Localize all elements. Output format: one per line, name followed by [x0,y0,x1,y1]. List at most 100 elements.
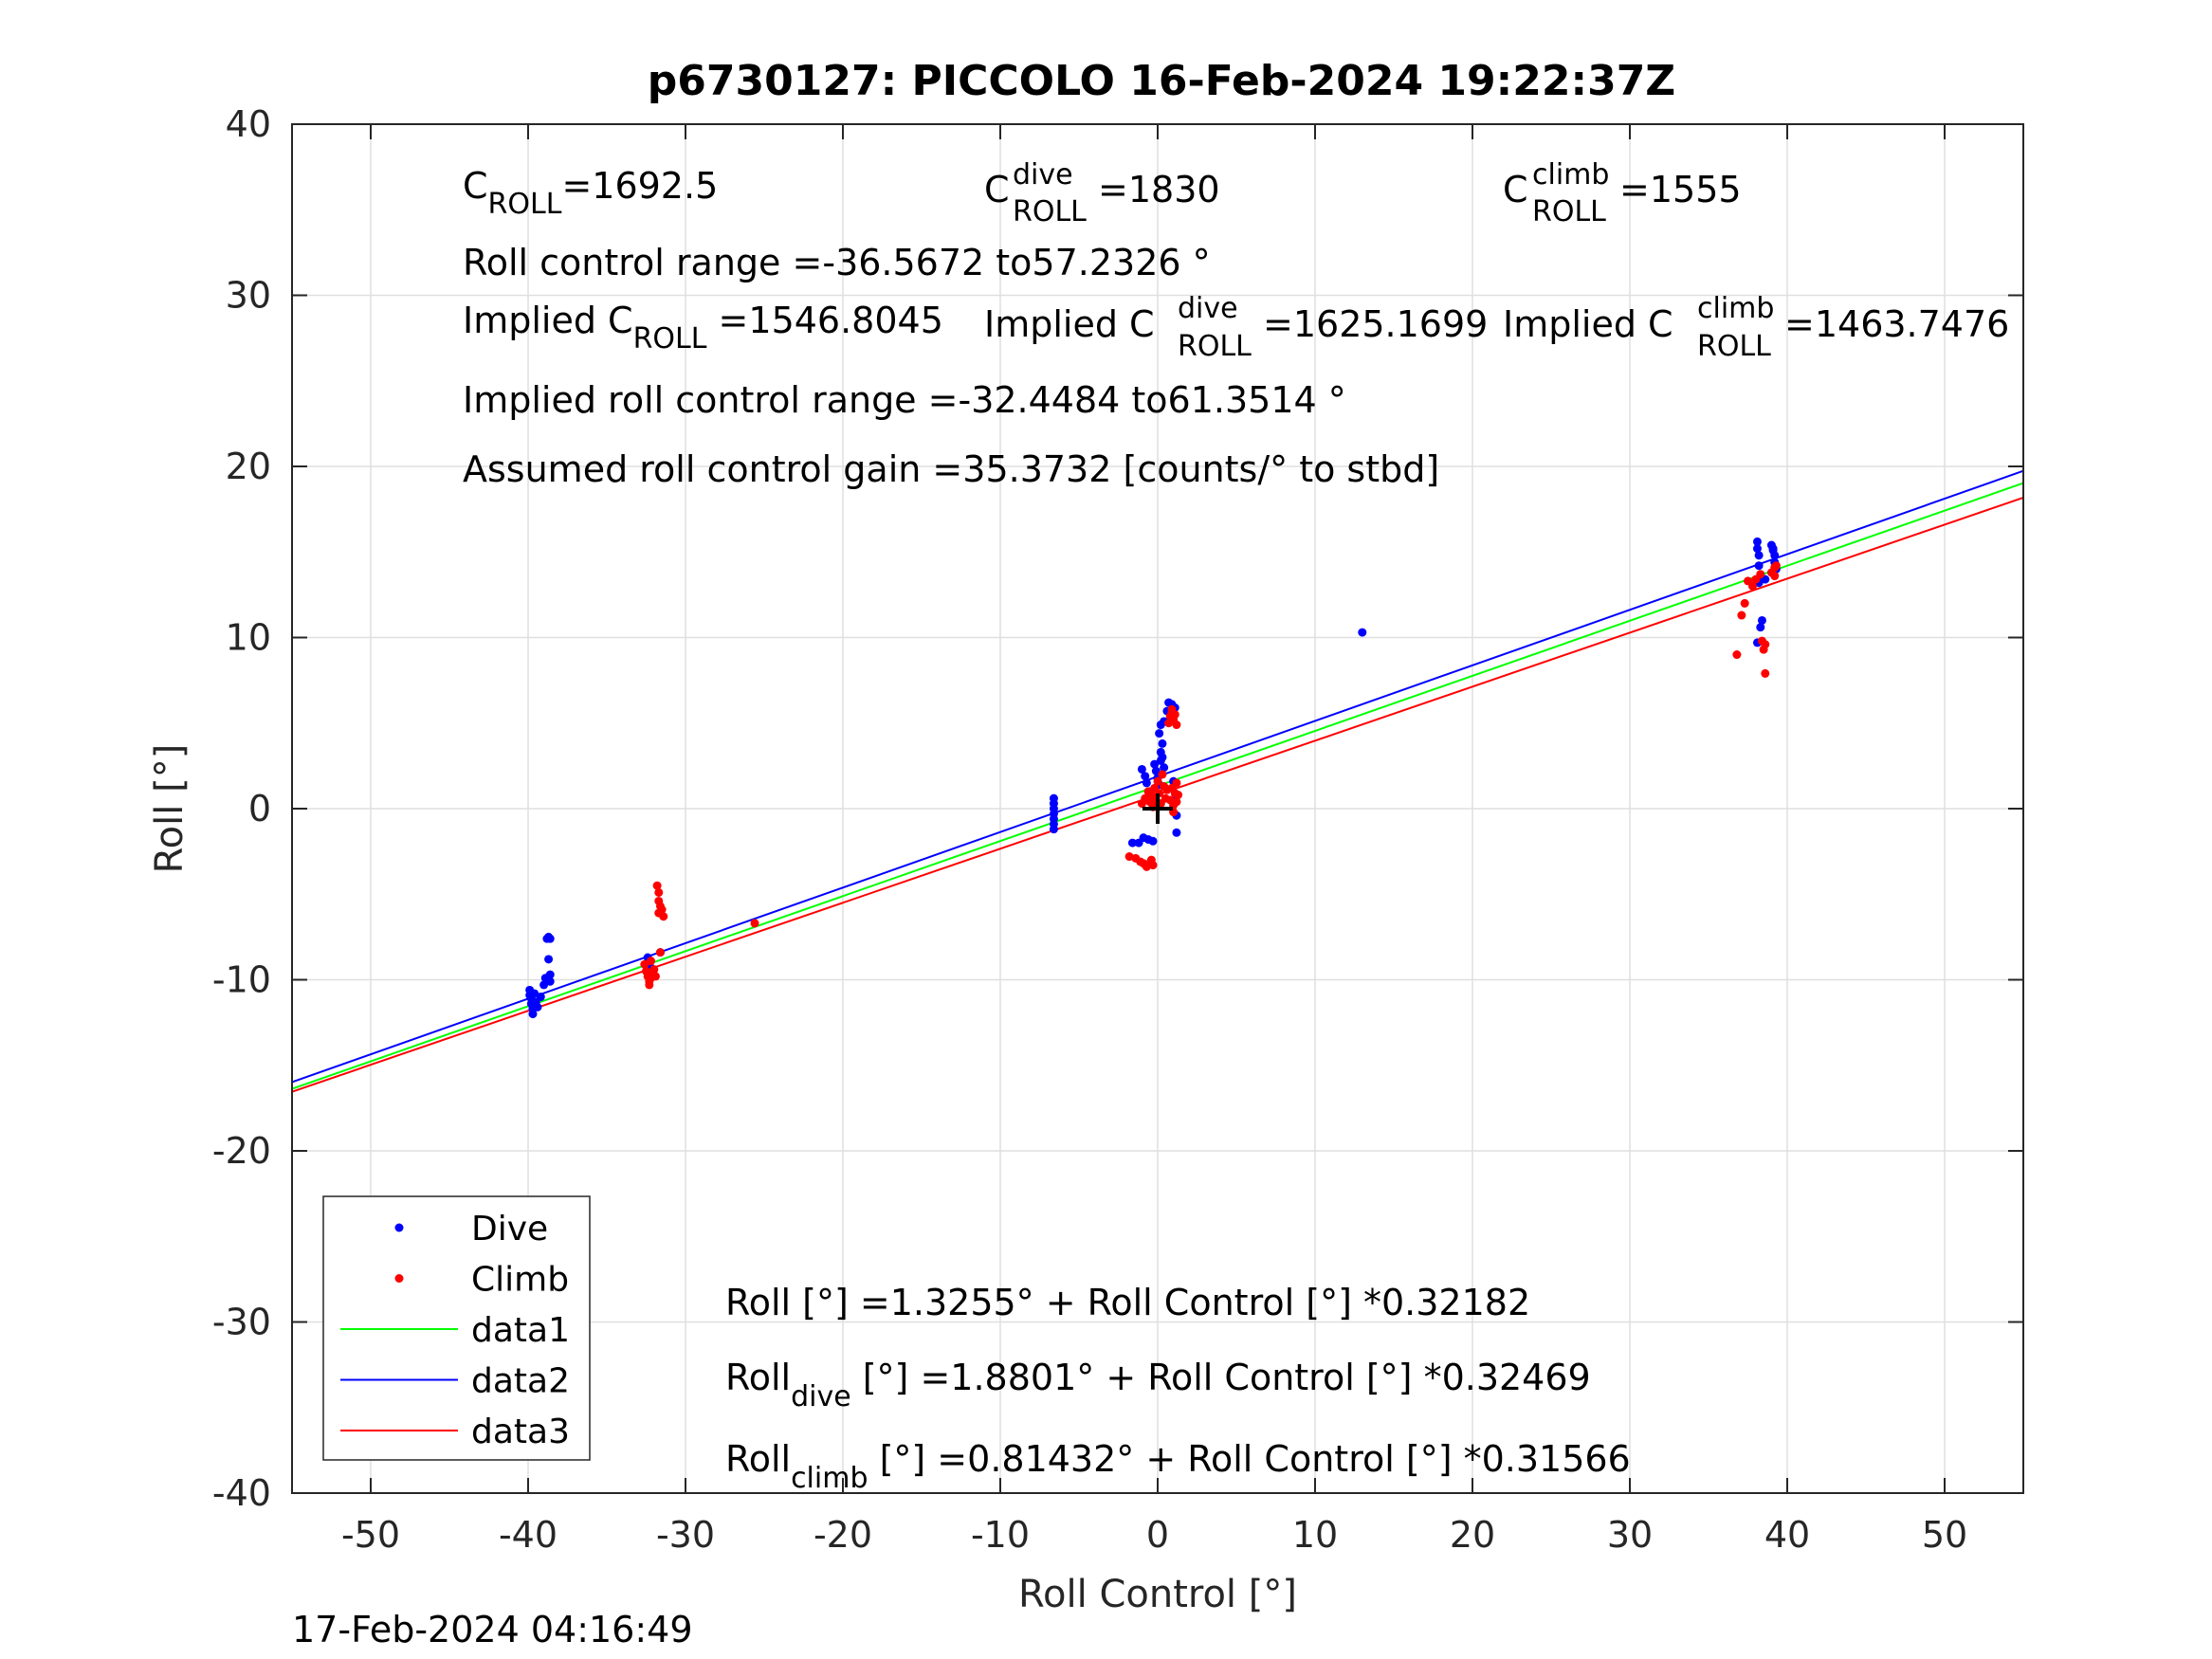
y-tick-label: 40 [226,103,271,145]
implied-c-roll-text: Implied CROLL =1546.8045 [463,300,943,356]
point-dive [1148,836,1158,846]
c-roll-climb-sub: ROLL [1532,195,1606,228]
y-tick-labels: -40 -30 -20 -10 0 10 20 30 40 [212,103,271,1514]
point-dive [1142,778,1151,788]
fit-climb-text: Rollclimb [°] =0.81432° + Roll Control [… [725,1438,1631,1495]
point-climb [654,908,664,918]
y-tick-label: 30 [226,275,271,317]
point-dive [545,934,555,943]
point-dive [528,1010,538,1019]
fit-climb-rest: [°] =0.81432° + Roll Control [°] *0.3156… [868,1438,1631,1480]
x-tick-label: -40 [499,1514,558,1556]
axis-ticks [292,123,2023,1494]
c-roll-main: C [463,165,488,207]
x-tick-label: -50 [341,1514,400,1556]
legend-label: Climb [471,1261,569,1300]
point-dive [545,970,555,979]
legend-label: data1 [471,1311,570,1350]
y-tick-label: -40 [212,1472,271,1514]
point-climb [649,965,659,975]
implied-c-roll-dive-sup: dive [1178,292,1238,325]
implied-c-roll-dive-main: Implied C [984,303,1155,345]
c-roll-climb-text: C [1503,169,1528,210]
point-climb [1167,704,1177,714]
point-climb [655,948,665,957]
point-dive [539,980,549,990]
implied-c-roll-main: Implied C [463,300,633,341]
c-roll-value: =1692.5 [561,165,718,207]
point-climb [1756,570,1765,579]
legend-label: data3 [471,1413,570,1451]
point-dive [536,993,545,1002]
point-dive [1150,759,1160,769]
x-tick-label: 20 [1450,1514,1495,1556]
point-dive [1768,544,1778,554]
legend-label: Dive [471,1210,548,1249]
point-climb [646,957,655,966]
point-dive [1049,825,1058,834]
x-tick-labels: -50 -40 -30 -20 -10 0 10 20 30 40 50 [341,1514,1967,1556]
fit-dive-text: Rolldive [°] =1.8801° + Roll Control [°]… [725,1357,1591,1413]
point-dive [1754,551,1764,560]
fit-all-text: Roll [°] =1.3255° + Roll Control [°] *0.… [725,1282,1530,1323]
implied-c-roll-dive-sub: ROLL [1178,330,1252,363]
point-climb [645,980,654,990]
origin-marker [1143,793,1173,824]
point-climb [654,887,664,897]
y-axis-label: Roll [°] [148,744,192,874]
point-climb [1761,668,1770,678]
implied-range-text: Implied roll control range =-32.4484 to6… [463,379,1346,421]
x-axis-label: Roll Control [°] [1018,1573,1297,1616]
x-tick-label: 10 [1292,1514,1338,1556]
point-climb [640,959,649,969]
point-dive [1151,766,1161,775]
x-tick-label: -30 [656,1514,715,1556]
point-dive [530,989,539,998]
point-climb [1148,861,1158,870]
point-climb [1771,561,1781,571]
point-dive [1752,537,1762,546]
c-roll-climb-value: =1555 [1619,169,1742,210]
implied-c-roll-sub: ROLL [633,322,707,356]
implied-c-roll-value: =1546.8045 [706,300,942,341]
c-roll-sub: ROLL [488,188,562,221]
legend-label: data2 [471,1362,570,1401]
point-dive [1158,738,1167,748]
point-dive [1172,828,1181,837]
y-tick-label: 10 [226,617,271,659]
point-dive [1757,615,1766,625]
y-tick-label: 20 [226,446,271,487]
c-roll-dive-main: C [984,169,1010,210]
x-tick-label: 40 [1764,1514,1810,1556]
c-roll-dive-sup: dive [1013,158,1073,191]
point-climb [1747,581,1757,591]
fit-climb-sub: climb [791,1462,868,1495]
timestamp: 17-Feb-2024 04:16:49 [292,1609,693,1650]
x-tick-label: 50 [1922,1514,1967,1556]
implied-c-roll-climb-value: =1463.7476 [1784,303,2009,345]
point-climb [1172,778,1181,788]
point-dive [545,976,555,986]
roll-control-range-text: Roll control range =-36.5672 to57.2326 ° [463,242,1211,283]
fit-climb-main: Roll [725,1438,791,1480]
point-climb [1737,611,1746,620]
legend-marker-dive [394,1223,404,1232]
point-dive [533,1002,542,1012]
fit-dive-sub: dive [791,1380,851,1413]
x-tick-label: -10 [971,1514,1030,1556]
y-tick-label: -30 [212,1302,271,1343]
c-roll-dive-sub: ROLL [1013,195,1087,228]
legend-marker-climb [394,1274,404,1283]
fit-dive-main: Roll [725,1357,791,1398]
point-dive [1137,764,1146,774]
point-climb [1158,770,1167,779]
point-climb [1740,598,1749,608]
annotations: CROLL=1692.5 C dive ROLL =1830 C climb R… [463,158,2009,1495]
point-dive [1127,838,1137,848]
point-climb [1174,791,1183,800]
point-climb [1732,650,1742,660]
point-dive [1160,763,1169,773]
point-climb [1153,776,1162,786]
point-dive [1770,551,1780,560]
